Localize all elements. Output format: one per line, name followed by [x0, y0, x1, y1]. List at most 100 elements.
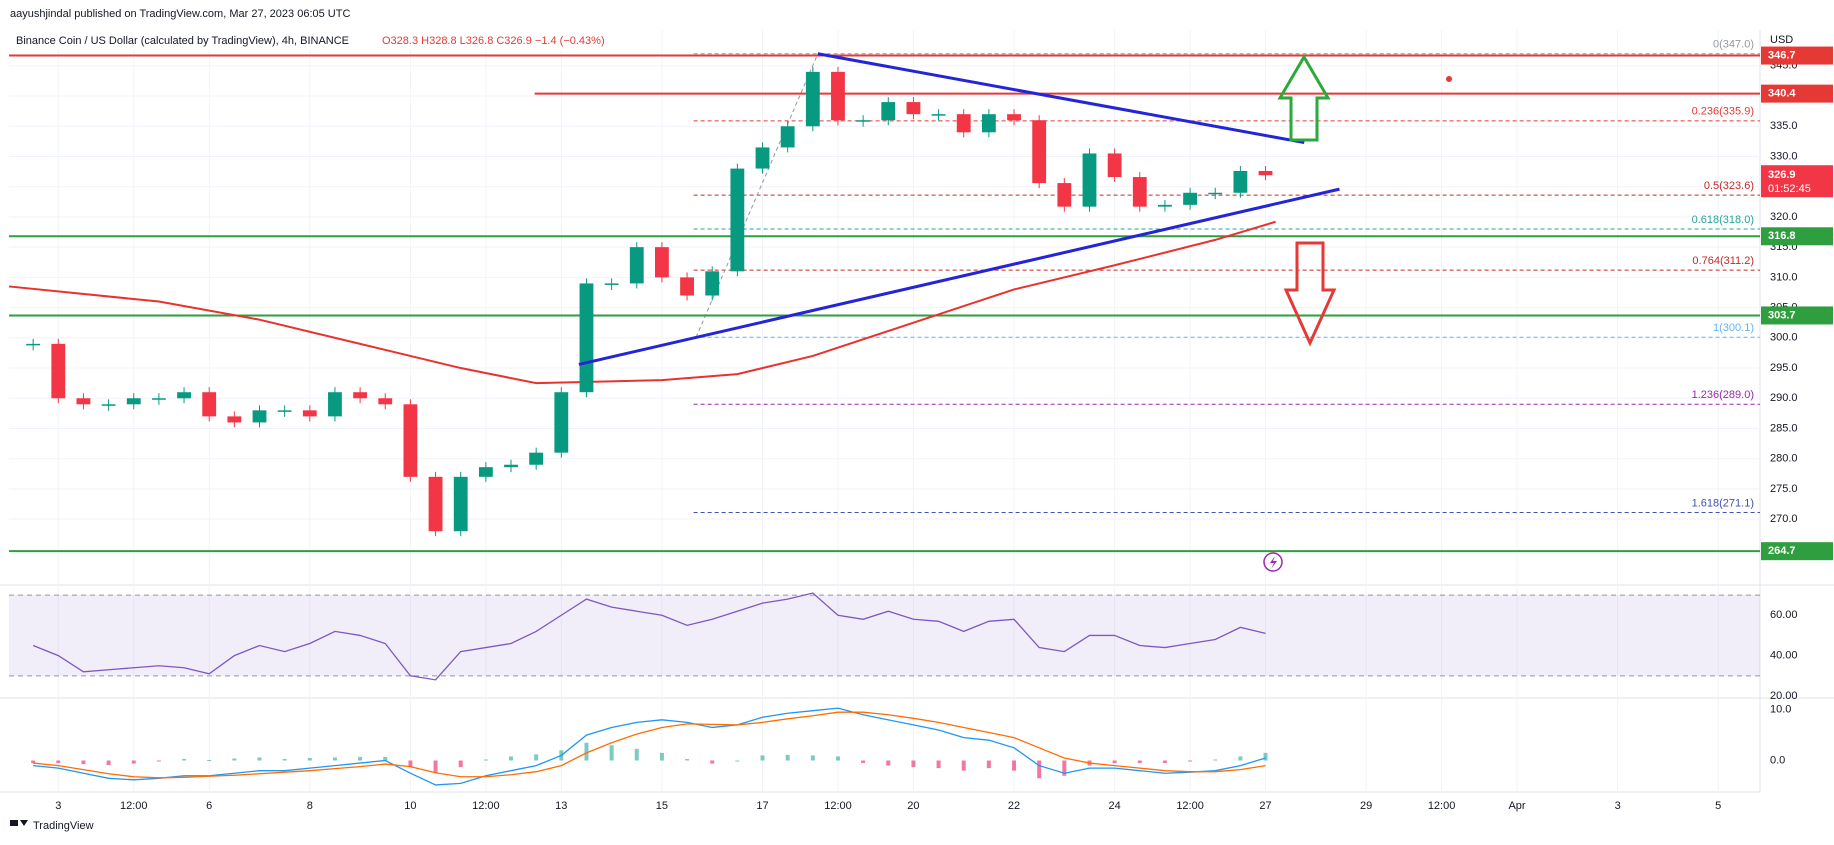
rsi-line	[32, 592, 1266, 681]
macd-histogram-bar	[232, 758, 237, 761]
byline: aayushjindal published on TradingView.co…	[10, 8, 350, 20]
candle	[51, 343, 66, 399]
rsi-tick-label: 20.00	[1770, 690, 1798, 702]
signal-line	[33, 711, 1266, 779]
candle	[1208, 192, 1223, 195]
candle	[780, 126, 795, 148]
x-tick-label: 22	[1008, 800, 1020, 812]
fib-label: 0.5(323.6)	[1704, 180, 1754, 192]
candle	[126, 398, 141, 405]
fib-label: 1.618(271.1)	[1692, 497, 1754, 509]
candle	[403, 404, 418, 477]
level-tag	[1761, 46, 1833, 65]
marker-dot	[1446, 76, 1452, 82]
macd-histogram-bar	[1238, 756, 1243, 761]
candle	[730, 168, 745, 272]
level-tag	[1761, 542, 1833, 561]
level-tag-label: 316.8	[1768, 230, 1796, 242]
level-tag-label: 264.7	[1768, 545, 1796, 557]
trendline	[578, 187, 1340, 366]
candle	[227, 416, 242, 423]
macd-histogram-bar	[182, 758, 187, 761]
level-tag	[1761, 227, 1833, 246]
x-tick-label: 5	[1715, 800, 1721, 812]
x-tick-label: 20	[907, 800, 919, 812]
candle	[831, 71, 845, 121]
macd-histogram-bar	[1062, 760, 1067, 776]
candle	[981, 114, 996, 133]
candle	[755, 147, 770, 169]
macd-histogram-bar	[81, 760, 86, 765]
macd-line	[33, 707, 1266, 786]
macd-histogram-bar	[735, 760, 740, 762]
currency: USD	[1770, 34, 1793, 46]
macd-histogram-bar	[886, 760, 891, 766]
candle	[1082, 153, 1097, 207]
macd-histogram-bar	[1137, 760, 1142, 764]
candle	[856, 120, 871, 122]
fib-label: 0.236(335.9)	[1692, 106, 1754, 118]
candle	[1057, 183, 1072, 207]
x-tick-label: 29	[1360, 800, 1372, 812]
header-bg	[0, 30, 650, 50]
macd-tick-label: 10.0	[1770, 704, 1791, 716]
y-tick-label: 335.0	[1770, 120, 1798, 132]
macd-histogram-bar	[1263, 752, 1268, 761]
down-arrow	[1283, 241, 1337, 347]
macd-histogram-bar	[961, 760, 966, 771]
candle	[1132, 177, 1147, 207]
countdown-label: 01:52:45	[1768, 183, 1811, 195]
macd-histogram-bar	[1112, 760, 1117, 764]
candle	[1183, 192, 1197, 205]
candle	[956, 114, 971, 133]
candle	[478, 467, 493, 477]
macd-histogram-bar	[810, 755, 815, 761]
macd-histogram-bar	[509, 756, 514, 761]
fib-label: 1(300.1)	[1713, 322, 1754, 334]
macd-tick-label: 0.0	[1770, 754, 1785, 766]
macd-histogram-bar	[1188, 760, 1193, 762]
macd-histogram-bar	[685, 758, 690, 761]
macd-histogram-bar	[282, 758, 287, 761]
fib-label: 0.618(318.0)	[1692, 214, 1754, 226]
macd-histogram-bar	[986, 760, 991, 769]
macd-histogram-bar	[56, 760, 61, 764]
candle	[378, 398, 393, 405]
candle	[101, 404, 116, 406]
candle	[302, 410, 317, 417]
macd-histogram-bar	[458, 760, 463, 768]
candle	[629, 247, 644, 284]
macd-histogram-bar	[936, 760, 941, 769]
moving-average	[8, 220, 1276, 385]
candle	[680, 277, 694, 296]
macd-histogram-bar	[408, 760, 413, 768]
candle	[353, 392, 368, 399]
y-tick-label: 295.0	[1770, 362, 1798, 374]
event-bolt	[1270, 556, 1277, 569]
candle	[931, 114, 946, 116]
macd-histogram-bar	[1162, 760, 1167, 764]
candle	[1158, 204, 1172, 207]
candle	[1007, 114, 1021, 121]
fib-label: 0(347.0)	[1713, 39, 1754, 51]
macd-histogram-bar	[534, 754, 539, 761]
macd-histogram-bar	[257, 757, 262, 761]
candle	[504, 464, 518, 468]
y-tick-label: 280.0	[1770, 453, 1798, 465]
macd-histogram-bar	[106, 760, 111, 766]
level-tag-label: 303.7	[1768, 309, 1796, 321]
fib-label: 1.236(289.0)	[1692, 389, 1754, 401]
x-tick-label: 24	[1109, 800, 1121, 812]
macd-histogram-bar	[207, 760, 212, 761]
candle	[277, 410, 292, 412]
x-tick-label: 8	[307, 800, 313, 812]
macd-histogram-bar	[332, 757, 337, 761]
x-tick-label: Apr	[1508, 800, 1525, 812]
candle	[252, 410, 267, 423]
candle	[906, 102, 921, 115]
x-tick-label: 13	[555, 800, 567, 812]
candle	[76, 398, 91, 405]
x-tick-label: 27	[1259, 800, 1271, 812]
macd-histogram-bar	[1213, 759, 1218, 761]
